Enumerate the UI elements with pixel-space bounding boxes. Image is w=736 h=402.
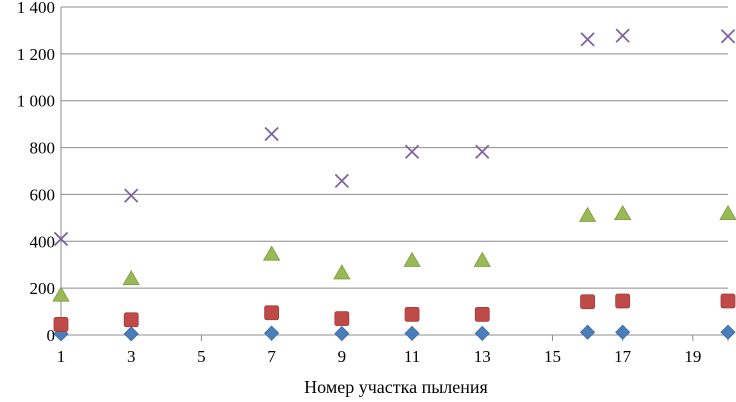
data-point-square — [334, 311, 350, 327]
data-point-square — [720, 293, 736, 309]
x-tick-label: 9 — [338, 347, 347, 366]
data-point-x — [334, 173, 349, 188]
axes — [60, 7, 729, 341]
data-point-square — [264, 305, 280, 321]
x-tick-label: 11 — [404, 347, 420, 366]
x-tick-label: 17 — [614, 347, 632, 366]
data-point-x — [404, 144, 420, 159]
data-point-square — [615, 293, 631, 309]
data-point-triangle — [403, 251, 421, 267]
y-tick-label: 800 — [30, 139, 56, 158]
data-point-x — [264, 126, 279, 142]
data-point-triangle — [578, 206, 597, 222]
data-point-square — [474, 306, 490, 322]
y-tick-label: 400 — [30, 232, 56, 251]
data-point-triangle — [52, 286, 70, 302]
x-tick-label: 7 — [267, 347, 276, 366]
data-point-triangle — [473, 251, 491, 267]
x-tick-label: 3 — [127, 347, 136, 366]
y-tick-label: 200 — [30, 279, 56, 298]
x-tick-label: 13 — [474, 347, 491, 366]
data-point-square — [53, 317, 69, 332]
x-tick-label: 5 — [197, 347, 206, 366]
data-point-diamond — [720, 324, 736, 340]
data-point-triangle — [613, 204, 632, 221]
data-point-diamond — [404, 325, 420, 341]
data-point-diamond — [264, 325, 280, 341]
data-point-diamond — [474, 325, 490, 341]
data-points — [52, 28, 736, 342]
data-point-square — [123, 312, 139, 328]
x-tick-label: 15 — [544, 347, 561, 366]
data-point-x — [615, 28, 630, 43]
data-point-x — [475, 144, 490, 159]
data-point-diamond — [123, 326, 139, 342]
y-tick-label: 1 400 — [17, 0, 55, 17]
data-point-diamond — [580, 324, 596, 340]
data-point-triangle — [262, 245, 281, 261]
data-point-triangle — [333, 264, 351, 280]
y-tick-label: 1 000 — [17, 92, 55, 111]
gridlines — [61, 6, 728, 289]
data-point-x — [124, 188, 139, 203]
x-axis-title: Номер участка пыления — [304, 377, 488, 397]
y-tick-label: 600 — [30, 185, 56, 204]
x-tick-label: 1 — [57, 347, 66, 366]
data-point-diamond — [334, 326, 350, 342]
data-point-square — [580, 294, 595, 310]
y-tick-label: 1 200 — [17, 45, 55, 64]
data-point-triangle — [719, 204, 736, 221]
data-point-diamond — [615, 324, 631, 340]
data-point-square — [404, 306, 420, 322]
y-tick-label: 0 — [47, 326, 56, 345]
data-point-x — [580, 32, 595, 47]
x-tick-label: 19 — [684, 347, 701, 366]
data-point-x — [720, 29, 736, 44]
data-point-triangle — [122, 269, 140, 286]
data-point-x — [53, 231, 69, 247]
